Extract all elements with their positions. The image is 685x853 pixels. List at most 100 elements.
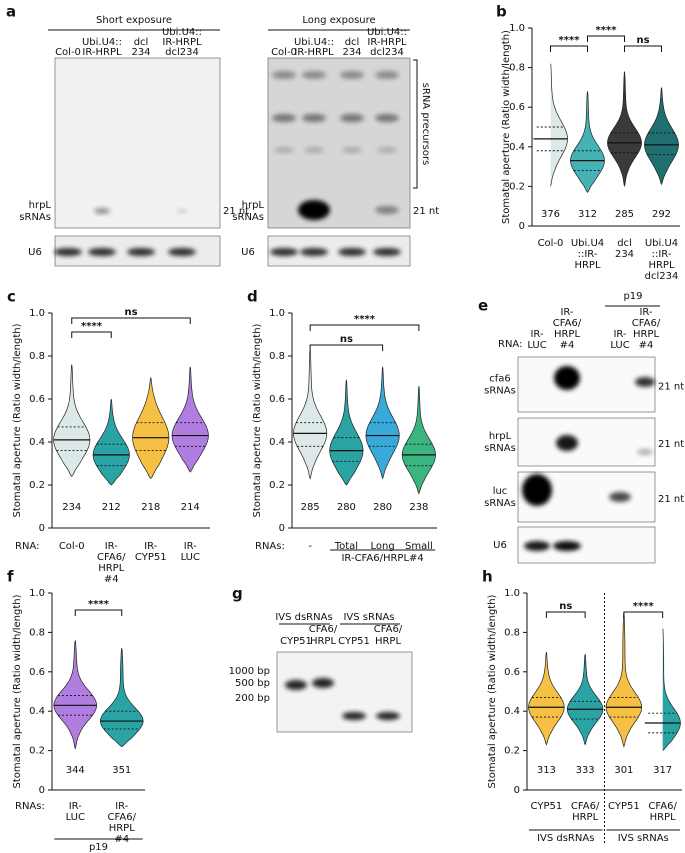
band: [375, 206, 399, 214]
label: ****: [633, 601, 655, 612]
label: CFA6/: [648, 801, 677, 812]
band: [54, 248, 82, 256]
label: IR-: [560, 307, 573, 318]
label: f: [7, 568, 14, 586]
label: 0.6: [269, 394, 285, 405]
label: IVS dsRNAs: [275, 612, 332, 623]
violin: [607, 71, 642, 187]
label: ****: [559, 35, 581, 46]
label: 234: [62, 502, 81, 513]
blot: [276, 651, 413, 733]
violin: [53, 640, 97, 750]
label: CYP51: [338, 636, 370, 647]
violin: [171, 366, 209, 473]
band: [609, 492, 631, 502]
label: 234: [615, 249, 634, 260]
label: 21 nt: [223, 206, 249, 217]
label: IR-HRPL: [367, 37, 407, 48]
violin: [662, 628, 681, 751]
label: IR-: [105, 541, 118, 552]
significance-bracket: [74, 609, 123, 616]
label: IR-: [184, 541, 197, 552]
label: 1.0: [509, 23, 525, 34]
label: LUC: [181, 552, 200, 563]
label: 0.8: [509, 63, 525, 74]
band: [272, 114, 296, 122]
label: 280: [337, 502, 356, 513]
significance-bracket: [624, 45, 662, 52]
label: 500 bp: [235, 678, 270, 689]
band: [94, 208, 110, 214]
violin: [566, 654, 604, 746]
label: IR-: [115, 801, 128, 812]
label: 0.4: [29, 437, 45, 448]
blot: [267, 57, 411, 229]
band: [338, 248, 366, 256]
label: IVS dsRNAs: [537, 833, 594, 844]
label: c: [7, 288, 16, 306]
blot: [517, 356, 656, 413]
label: IR-HRPL: [82, 47, 122, 58]
label: LUC: [610, 340, 629, 351]
label: Long exposure: [302, 15, 375, 26]
label: h: [482, 568, 493, 586]
label: CFA6/: [553, 318, 582, 329]
label: 234: [342, 47, 361, 58]
label: 0.6: [29, 394, 45, 405]
label: sRNAs: [484, 498, 516, 509]
label: 0.8: [29, 351, 45, 362]
y-axis-label: Stomatal aperture (Ratio width/length): [12, 594, 23, 788]
label: g: [232, 585, 243, 603]
significance-bracket: [550, 45, 588, 52]
band: [300, 248, 328, 256]
label: Long: [371, 541, 395, 552]
label: ::IR-: [578, 249, 598, 260]
label: RNA:: [15, 541, 39, 552]
label: Ubi.U4: [645, 238, 678, 249]
significance-bracket: [71, 317, 191, 324]
label: sRNAs: [484, 443, 516, 454]
label: 0.6: [509, 102, 525, 113]
label: sRNA precursors: [420, 83, 431, 166]
label: p19: [623, 291, 642, 302]
label: 218: [141, 502, 160, 513]
band: [168, 248, 196, 256]
label: Col-0: [538, 238, 564, 249]
label: CFA6/: [632, 318, 661, 329]
violin: [401, 386, 436, 495]
violin: [550, 63, 568, 187]
label: 21 nt: [658, 494, 684, 505]
label: -: [308, 541, 312, 552]
label: Ubi.U4::: [367, 27, 407, 38]
label: 21 nt: [658, 439, 684, 450]
label: 313: [537, 765, 556, 776]
label: 0.4: [29, 706, 45, 717]
label: 1.0: [29, 308, 45, 319]
band: [377, 147, 397, 153]
label: 0.4: [504, 706, 520, 717]
label: CFA6/: [571, 801, 600, 812]
label: ****: [354, 314, 376, 325]
label: 285: [301, 502, 320, 513]
violin: [53, 364, 91, 477]
label: 1000 bp: [229, 666, 270, 677]
label: hrpL: [242, 200, 265, 211]
label: ns: [124, 307, 137, 318]
label: ::IR-: [652, 249, 672, 260]
label: e: [478, 297, 488, 315]
violin: [100, 648, 144, 748]
label: p19: [89, 842, 108, 853]
label: LUC: [527, 340, 546, 351]
label: 0.6: [29, 667, 45, 678]
label: RNA:: [498, 339, 522, 350]
label: IR-: [613, 329, 626, 340]
band: [635, 377, 655, 387]
label: IR-: [144, 541, 157, 552]
label: 1.0: [29, 588, 45, 599]
label: HRPL: [310, 636, 336, 647]
label: 0: [514, 785, 520, 796]
label: sRNAs: [232, 212, 264, 223]
label: 0.2: [504, 746, 520, 757]
label: 21 nt: [413, 206, 439, 217]
label: 333: [576, 765, 595, 776]
